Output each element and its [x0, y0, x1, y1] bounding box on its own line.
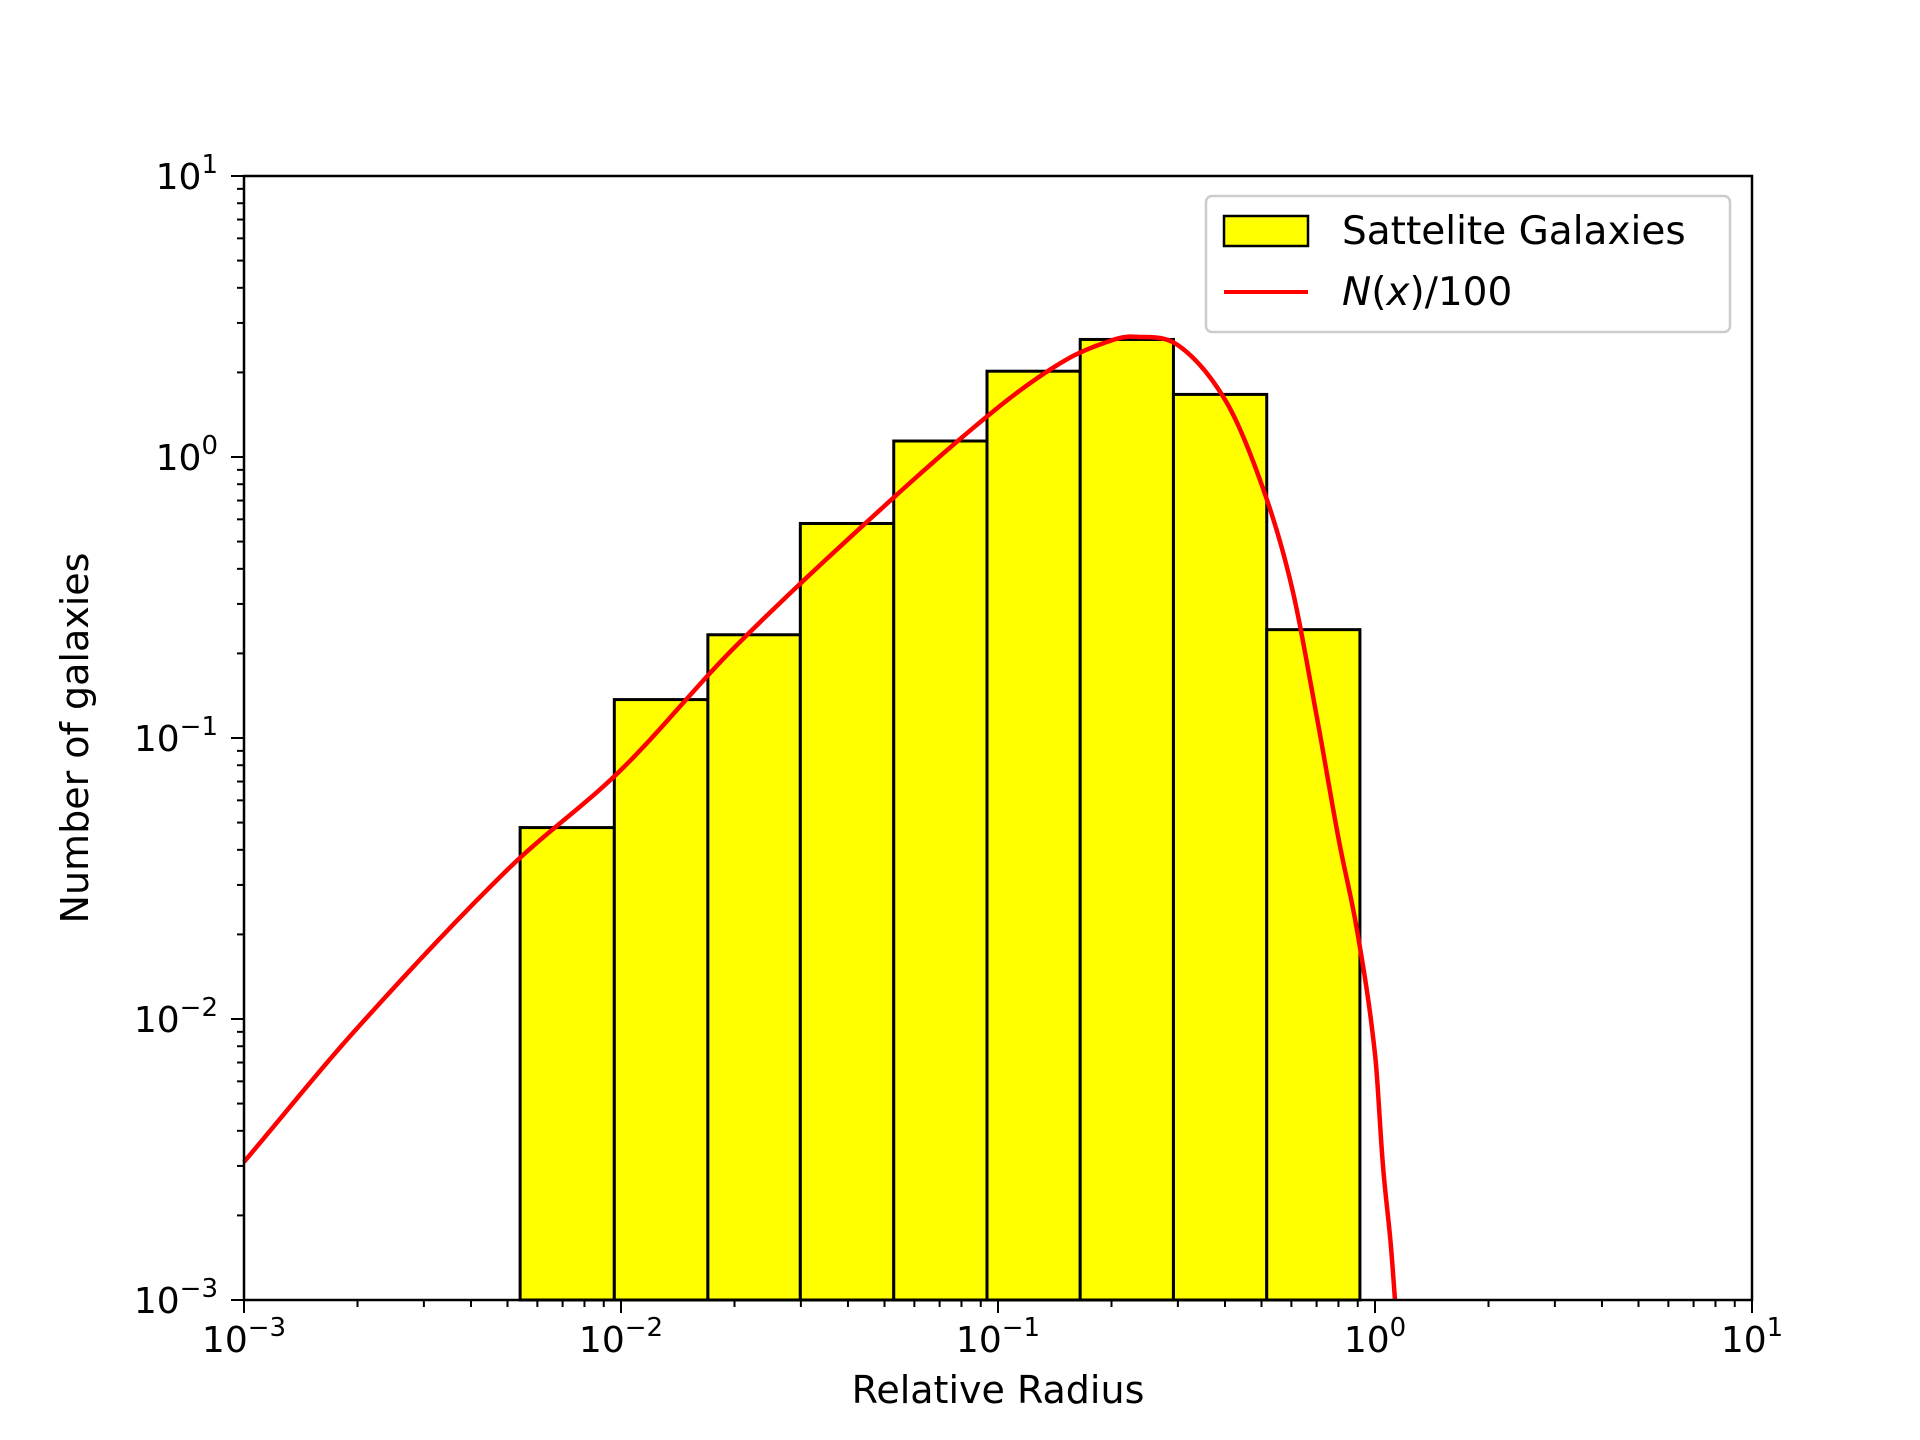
legend-curve-label: N(x)/100: [1342, 270, 1512, 315]
x-tick-label: 100: [1344, 1313, 1406, 1361]
axes-frame: [242, 174, 1754, 1302]
legend-box: [1204, 194, 1732, 334]
y-axis-label: Number of galaxies: [53, 553, 97, 924]
y-axis-ticks: 10−3 10−2 10−1 100 101: [134, 150, 244, 1322]
legend: Sattelite Galaxies N(x)/100: [1204, 194, 1732, 334]
x-tick-label: 10−3: [202, 1313, 286, 1361]
x-tick-label: 101: [1721, 1313, 1783, 1361]
histogram-bar: [985, 369, 1082, 1302]
y-tick-label: 101: [156, 150, 218, 198]
histogram-bar: [1265, 628, 1362, 1302]
histogram-bars: [518, 337, 1362, 1302]
x-tick-label: 10−1: [956, 1313, 1040, 1361]
curve-layer: [242, 334, 1398, 1301]
y-tick-label: 10−3: [134, 1274, 218, 1322]
y-tick-label: 10−2: [134, 993, 218, 1041]
legend-curve-open: (: [1371, 270, 1386, 315]
y-tick-label: 100: [156, 431, 218, 479]
histogram-bar: [892, 439, 989, 1302]
histogram-bar: [798, 521, 896, 1302]
y-tick-label: 10−1: [134, 712, 218, 760]
curve-line: [242, 334, 1398, 1301]
x-tick-label: 10−2: [579, 1313, 663, 1361]
x-axis-ticks: 10−3 10−2 10−1 100 101: [202, 1300, 1783, 1361]
histogram-bar: [706, 633, 802, 1302]
legend-hist-label: Sattelite Galaxies: [1342, 209, 1686, 254]
legend-curve-var: x: [1384, 270, 1410, 315]
histogram-bar: [518, 826, 616, 1302]
histogram-bar: [1171, 392, 1269, 1302]
histogram-bar: [612, 698, 710, 1302]
histogram-bar: [1078, 337, 1175, 1302]
legend-curve-func: N: [1342, 270, 1371, 315]
x-axis-label: Relative Radius: [852, 1368, 1145, 1412]
legend-hist-swatch: [1222, 214, 1310, 248]
legend-curve-tail: )/100: [1410, 270, 1513, 315]
